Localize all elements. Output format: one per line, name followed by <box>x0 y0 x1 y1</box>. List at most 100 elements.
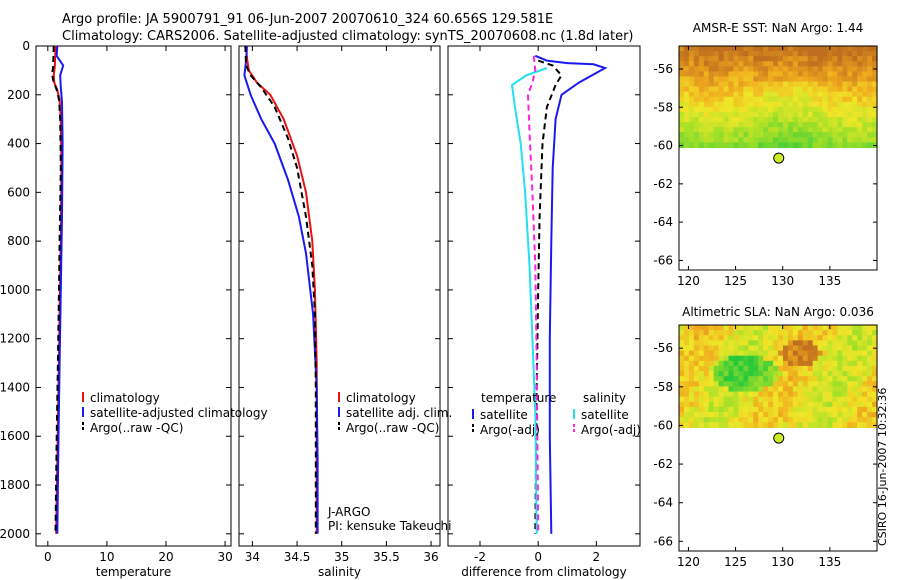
heatmap-cell <box>713 111 720 118</box>
heatmap-cell <box>688 360 695 367</box>
heatmap-cell <box>827 81 834 88</box>
heatmap-cell <box>792 412 799 418</box>
heatmap-cell <box>822 401 829 408</box>
heatmap-cell <box>802 51 809 57</box>
heatmap-cell <box>693 412 700 418</box>
heatmap-cell <box>708 365 715 372</box>
heatmap-cell <box>748 396 754 403</box>
heatmap-cell <box>728 417 735 423</box>
heatmap-cell <box>733 111 739 118</box>
heatmap-cell <box>778 66 784 72</box>
heatmap-cell <box>842 406 848 413</box>
heatmap-cell <box>807 371 814 377</box>
heatmap-cell <box>822 106 829 113</box>
heatmap-cell <box>822 56 829 62</box>
heatmap-cell <box>728 117 735 123</box>
heatmap-cell <box>733 335 739 341</box>
heatmap-cell <box>842 81 848 88</box>
heatmap-cell <box>802 76 809 83</box>
heatmap-cell <box>763 340 769 347</box>
heatmap-cell <box>797 137 804 143</box>
heatmap-cell <box>792 137 799 143</box>
y-tick-label: -66 <box>653 534 673 548</box>
heatmap-cell <box>708 91 715 98</box>
heatmap-cell <box>703 340 710 347</box>
heatmap-cell <box>738 391 744 398</box>
heatmap-cell <box>792 376 799 382</box>
heatmap-cell <box>683 46 690 52</box>
heatmap-cell <box>802 111 809 118</box>
heatmap-cell <box>787 371 794 377</box>
heatmap-cell <box>743 345 749 352</box>
heatmap-cell <box>698 340 705 347</box>
heatmap-cell <box>773 111 779 118</box>
heatmap-cell <box>748 101 754 108</box>
heatmap-cell <box>842 391 848 398</box>
heatmap-cell <box>733 412 739 418</box>
heatmap-cell <box>753 76 759 83</box>
heatmap-cell <box>708 46 715 52</box>
heatmap-cell <box>778 345 784 352</box>
heatmap-cell <box>787 117 794 123</box>
heatmap-cell <box>827 111 834 118</box>
heatmap-cell <box>847 132 853 138</box>
heatmap-cell <box>733 101 739 108</box>
heatmap-cell <box>807 76 814 83</box>
heatmap-cell <box>738 122 744 128</box>
heatmap-cell <box>723 335 730 341</box>
heatmap-cell <box>847 51 853 57</box>
heatmap-cell <box>822 386 829 393</box>
heatmap-cell <box>852 391 858 398</box>
heatmap-cell <box>723 61 730 67</box>
heatmap-cell <box>792 396 799 403</box>
heatmap-cell <box>693 360 700 367</box>
heatmap-cell <box>852 360 858 367</box>
heatmap-cell <box>693 61 700 67</box>
heatmap-cell <box>713 386 720 393</box>
heatmap-cell <box>758 412 764 418</box>
heatmap-cell <box>822 122 829 128</box>
heatmap-cell <box>773 117 779 123</box>
heatmap-cell <box>837 61 843 67</box>
y-tick-label: -62 <box>653 177 673 191</box>
heatmap-cell <box>679 330 685 336</box>
heatmap-cell <box>872 117 878 123</box>
heatmap-cell <box>723 376 730 382</box>
heatmap-cell <box>867 127 873 133</box>
heatmap-cell <box>683 381 690 388</box>
heatmap-cell <box>713 391 720 398</box>
heatmap-cell <box>778 371 784 377</box>
heatmap-cell <box>758 345 764 352</box>
heatmap-cell <box>718 142 725 149</box>
heatmap-cell <box>693 137 700 143</box>
heatmap-cell <box>693 132 700 138</box>
heatmap-cell <box>787 51 794 57</box>
heatmap-cell <box>852 81 858 88</box>
heatmap-cell <box>713 355 720 362</box>
heatmap-cell <box>728 391 735 398</box>
heatmap-cell <box>812 86 819 93</box>
heatmap-cell <box>862 325 868 331</box>
heatmap-cell <box>852 101 858 108</box>
heatmap-cell <box>832 137 838 143</box>
x-tick-label: 30 <box>217 550 232 564</box>
heatmap-cell <box>778 422 784 428</box>
heatmap-cell <box>718 76 725 83</box>
heatmap-cell <box>862 401 868 408</box>
y-tick-label: -56 <box>653 341 673 355</box>
heatmap-cell <box>802 137 809 143</box>
heatmap-cell <box>847 335 853 341</box>
heatmap-cell <box>723 142 730 149</box>
heatmap-cell <box>842 101 848 108</box>
heatmap-cell <box>842 330 848 336</box>
heatmap-cell <box>782 86 789 93</box>
heatmap-cell <box>728 111 735 118</box>
heatmap-cell <box>728 66 735 72</box>
heatmap-cell <box>837 91 843 98</box>
heatmap-cell <box>802 325 809 331</box>
heatmap-cell <box>748 46 754 52</box>
heatmap-cell <box>867 345 873 352</box>
heatmap-cell <box>763 51 769 57</box>
y-tick-label: -58 <box>653 380 673 394</box>
heatmap-cell <box>679 106 685 113</box>
